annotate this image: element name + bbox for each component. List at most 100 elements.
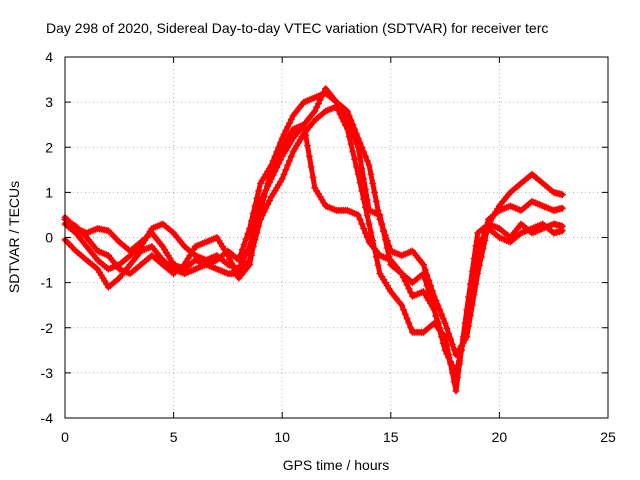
- data-point: [351, 134, 359, 142]
- data-point: [247, 252, 255, 259]
- data-point: [287, 152, 295, 160]
- data-point: [401, 277, 409, 285]
- data-point: [456, 357, 464, 365]
- data-point: [282, 166, 290, 174]
- data-point: [363, 234, 371, 241]
- data-point: [463, 315, 471, 323]
- data-point: [445, 354, 453, 362]
- data-point: [342, 121, 349, 129]
- data-point: [242, 250, 250, 258]
- data-point: [380, 228, 388, 235]
- axis-ticks: 0 5 10 15 20 25 -4 -3 -2 -1 0 1 2 3 4: [41, 49, 616, 445]
- data-point: [258, 200, 266, 208]
- data-point: [452, 387, 460, 395]
- data-point: [383, 244, 391, 252]
- data-point: [358, 164, 366, 172]
- y-tick-label: -2: [41, 320, 54, 336]
- data-point: [365, 220, 373, 228]
- data-point: [461, 325, 469, 333]
- data-point: [257, 206, 264, 214]
- data-point: [362, 203, 369, 211]
- data-point: [343, 125, 351, 133]
- x-tick-label: 10: [274, 429, 290, 445]
- x-tick-label: 15: [383, 429, 399, 445]
- data-point: [284, 161, 292, 169]
- data-point: [340, 118, 348, 126]
- data-point: [362, 152, 369, 160]
- data-point: [371, 188, 378, 196]
- data-point: [439, 336, 447, 344]
- data-point: [438, 310, 445, 318]
- y-tick-label: -1: [41, 275, 54, 291]
- data-point: [262, 186, 270, 194]
- data-point: [400, 306, 407, 314]
- data-point: [264, 179, 272, 187]
- data-point: [280, 131, 288, 138]
- data-point: [255, 215, 263, 223]
- data-point: [345, 133, 353, 141]
- data-point: [304, 142, 311, 150]
- data-point: [448, 366, 456, 374]
- data-point: [231, 267, 239, 275]
- data-point: [354, 170, 362, 178]
- data-point: [349, 148, 357, 156]
- data-point: [307, 163, 315, 171]
- data-point: [351, 155, 359, 163]
- x-tick-label: 0: [61, 429, 69, 445]
- data-point: [378, 219, 386, 227]
- y-tick-label: 2: [45, 139, 53, 155]
- data-point: [266, 197, 273, 205]
- data-point: [434, 318, 442, 326]
- data-point: [249, 243, 257, 250]
- data-point: [282, 127, 290, 135]
- data-point: [450, 372, 458, 380]
- y-tick-label: 4: [45, 49, 53, 65]
- data-point: [352, 163, 360, 171]
- data-point: [311, 107, 319, 115]
- data-point: [233, 270, 241, 278]
- data-point: [238, 246, 246, 253]
- data-point: [447, 335, 454, 343]
- data-point: [305, 152, 313, 160]
- data-point: [448, 340, 456, 348]
- data-point: [398, 301, 406, 309]
- data-point: [273, 155, 281, 162]
- data-point: [240, 240, 248, 248]
- data-point: [267, 166, 275, 174]
- data-point: [465, 303, 473, 311]
- y-tick-label: 3: [45, 94, 53, 110]
- data-point: [354, 143, 362, 151]
- data-point: [367, 170, 375, 178]
- data-point: [436, 324, 444, 332]
- data-point: [352, 139, 360, 147]
- data-point: [405, 319, 413, 327]
- data-point: [443, 348, 451, 356]
- data-point: [432, 312, 440, 320]
- data-point: [313, 103, 321, 111]
- data-point: [401, 310, 409, 318]
- x-tick-label: 20: [492, 429, 508, 445]
- x-axis-label: GPS time / hours: [283, 457, 390, 473]
- y-tick-label: 1: [45, 184, 53, 200]
- data-point: [457, 346, 465, 354]
- data-point: [240, 254, 248, 262]
- data-point: [372, 197, 380, 205]
- data-point: [318, 92, 326, 100]
- data-point: [403, 315, 411, 323]
- data-point: [246, 261, 254, 269]
- data-point: [452, 378, 460, 386]
- y-axis-label: SDTVAR / TECUs: [6, 181, 22, 293]
- data-point: [447, 360, 454, 368]
- data-point: [360, 195, 368, 203]
- data-point: [224, 252, 232, 259]
- data-point: [445, 330, 453, 338]
- data-point: [285, 119, 293, 127]
- data-point: [558, 204, 566, 212]
- data-point: [468, 279, 476, 287]
- data-point: [472, 255, 480, 263]
- data-point: [347, 140, 355, 148]
- data-point: [558, 227, 566, 235]
- data-point: [287, 115, 295, 123]
- data-point: [264, 200, 272, 208]
- data-point: [266, 173, 273, 181]
